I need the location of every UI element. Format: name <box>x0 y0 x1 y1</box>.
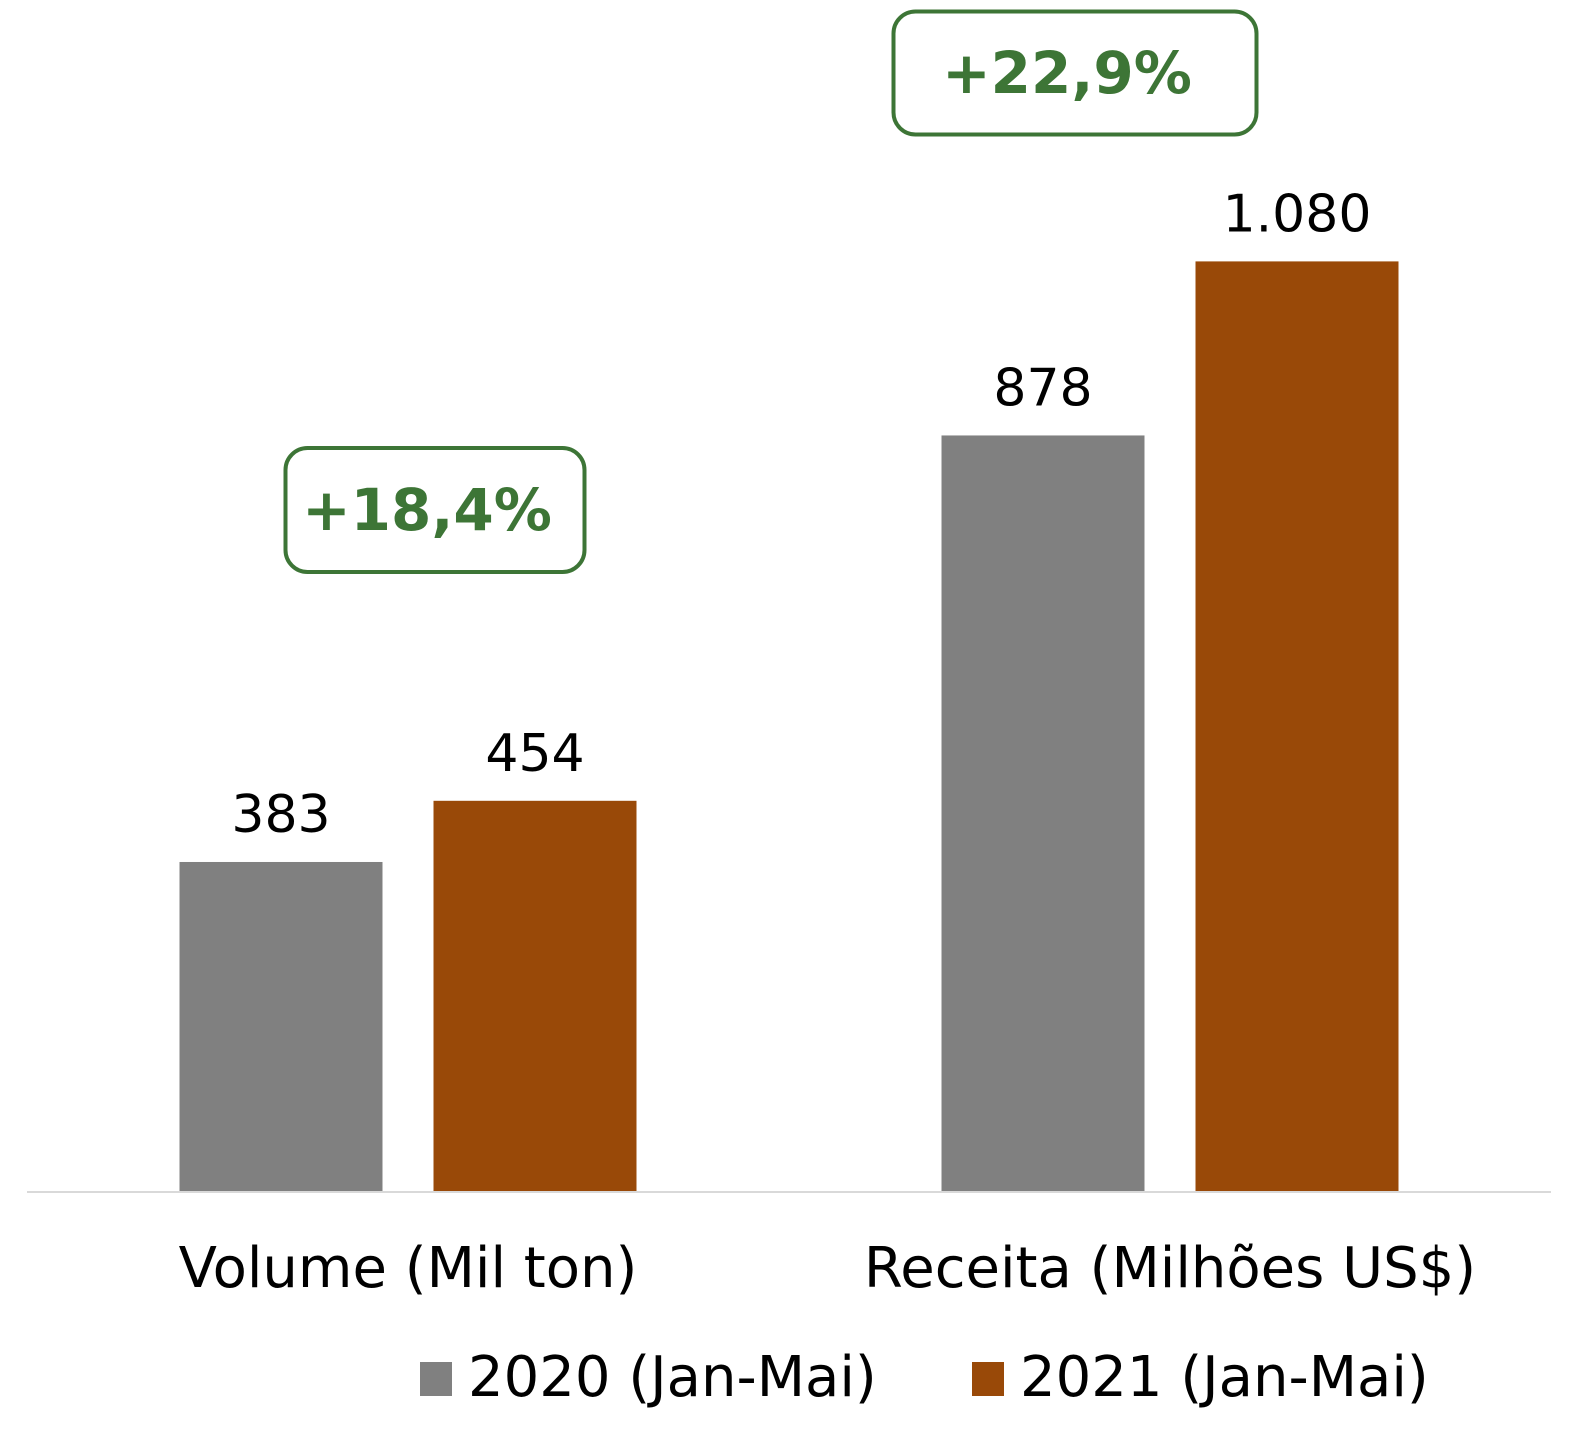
bar <box>941 435 1145 1192</box>
bar <box>433 800 637 1192</box>
legend-label: 2021 (Jan-Mai) <box>1020 1345 1429 1410</box>
bar <box>1195 261 1399 1192</box>
legend-swatch <box>972 1362 1004 1396</box>
annotation-box <box>891 9 1259 137</box>
value-label: 383 <box>231 785 330 845</box>
legend-label: 2020 (Jan-Mai) <box>468 1345 877 1410</box>
annotation-box <box>283 446 587 574</box>
value-label: 454 <box>485 724 584 784</box>
annotation: +18,4% <box>302 476 552 544</box>
bar <box>179 861 383 1192</box>
legend-swatch <box>420 1362 452 1396</box>
x-tick-label: Volume (Mil ton) <box>179 1236 638 1301</box>
value-label: 1.080 <box>1223 184 1372 244</box>
x-tick-label: Receita (Milhões US$) <box>864 1236 1476 1301</box>
annotation: +22,9% <box>942 39 1192 107</box>
value-label: 878 <box>993 358 1092 418</box>
